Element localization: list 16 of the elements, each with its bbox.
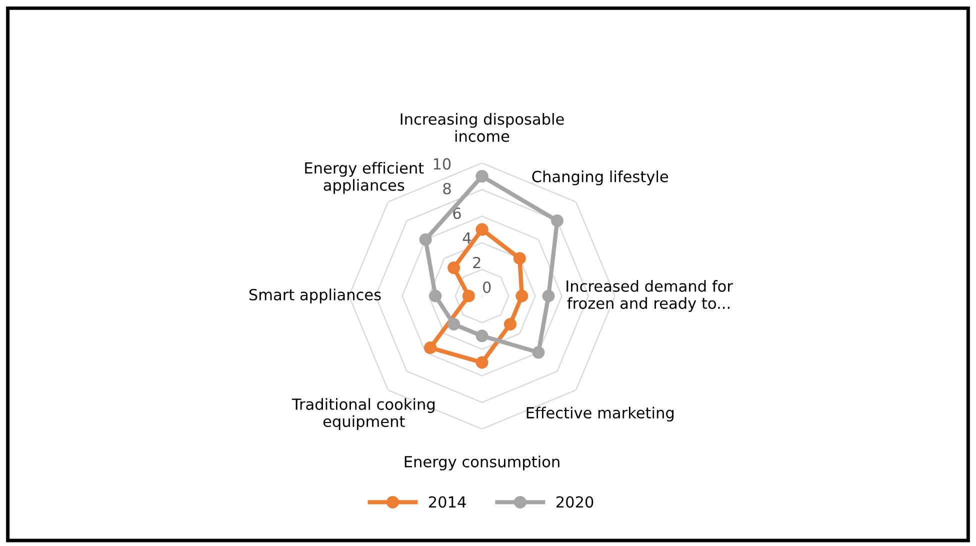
y-tick-label: 8 [443,182,451,194]
y-tick-label: 2 [473,256,480,268]
spoke-label: Increasing disposable income [400,113,564,142]
spoke-label: Energy consumption [404,456,560,470]
y-tick-label: 4 [462,232,471,244]
spoke-label: Smart appliances [249,288,381,304]
spoke-label: Effective marketing [526,406,674,422]
y-tick-label: 10 [434,158,451,170]
y-tick-label: 0 [483,281,491,294]
legend-label: 2020 [556,496,594,508]
y-tick-label: 6 [453,207,461,220]
legend-label: 2014 [428,496,466,508]
spoke-label: Increased demand for frozen and ready to... [566,280,733,312]
spoke-label: Changing lifestyle [532,170,668,186]
spoke-label: Energy efficient appliances [305,162,424,194]
spoke-label: Traditional cooking equipment [292,398,434,430]
